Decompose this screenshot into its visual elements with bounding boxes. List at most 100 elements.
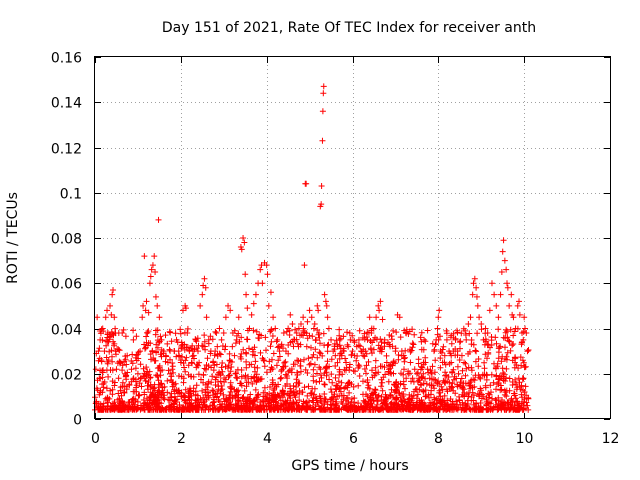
data-point <box>338 352 345 359</box>
data-point <box>175 348 182 355</box>
data-point <box>160 348 167 355</box>
data-point <box>362 348 369 355</box>
data-point <box>109 291 116 298</box>
data-point <box>280 330 287 337</box>
data-point <box>246 325 253 332</box>
data-point <box>96 375 103 382</box>
y-tick-label: 0.14 <box>51 96 82 112</box>
data-point <box>506 302 513 309</box>
data-point <box>473 293 480 300</box>
data-point <box>301 262 308 269</box>
data-point <box>320 83 327 90</box>
data-point <box>141 253 148 260</box>
data-point <box>520 336 527 343</box>
y-axis-label: ROTI / TECUs <box>5 192 21 284</box>
data-point <box>164 359 171 366</box>
data-point <box>334 343 341 350</box>
data-point <box>328 336 335 343</box>
data-point <box>330 348 337 355</box>
x-tick-label: 12 <box>602 431 620 447</box>
data-point <box>225 302 232 309</box>
data-point <box>233 336 240 343</box>
data-point <box>227 307 234 314</box>
data-point <box>461 359 468 366</box>
y-tick-label: 0.12 <box>51 142 82 158</box>
data-point <box>448 359 455 366</box>
data-point <box>313 336 320 343</box>
data-point <box>345 343 352 350</box>
data-point <box>250 300 257 307</box>
data-point <box>199 291 206 298</box>
data-point <box>137 348 144 355</box>
data-point <box>203 314 210 321</box>
data-point <box>186 348 193 355</box>
data-point <box>144 330 151 337</box>
data-point <box>152 293 159 300</box>
data-point <box>428 370 435 377</box>
data-point <box>523 330 530 337</box>
data-point <box>416 375 423 382</box>
x-tick-label: 10 <box>516 431 534 447</box>
data-point <box>259 280 266 287</box>
data-point <box>132 354 139 361</box>
data-point <box>510 314 517 321</box>
data-point <box>274 336 281 343</box>
data-point <box>218 336 225 343</box>
data-point <box>197 302 204 309</box>
data-point <box>146 280 153 287</box>
data-point <box>381 336 388 343</box>
data-point <box>314 302 321 309</box>
data-point <box>94 314 101 321</box>
roti-background-noise <box>92 325 532 413</box>
data-point <box>100 384 107 391</box>
data-point <box>240 235 247 241</box>
data-point <box>184 330 191 337</box>
data-point <box>210 359 217 366</box>
data-point <box>295 325 302 332</box>
data-point <box>516 311 523 318</box>
data-point <box>318 182 325 189</box>
data-point <box>235 314 242 321</box>
data-point <box>95 348 102 355</box>
data-point <box>104 307 111 314</box>
data-point <box>222 314 229 321</box>
x-tick-label: 2 <box>177 431 186 447</box>
data-point <box>265 302 272 309</box>
data-point <box>409 375 416 382</box>
data-point <box>244 305 251 312</box>
data-point <box>336 336 343 343</box>
data-point <box>474 302 481 309</box>
data-point <box>407 359 414 366</box>
data-point <box>126 382 133 389</box>
data-point <box>188 359 195 366</box>
data-point <box>403 375 410 382</box>
data-point <box>316 330 323 337</box>
data-point <box>385 366 392 373</box>
data-point <box>353 343 360 350</box>
y-tick-label: 0.1 <box>60 187 82 203</box>
data-point <box>285 325 292 332</box>
data-point <box>270 314 277 321</box>
data-point <box>92 366 99 373</box>
data-point <box>104 330 111 337</box>
data-point <box>376 307 383 314</box>
y-tick-label: 0.02 <box>51 368 82 384</box>
data-point <box>167 370 174 377</box>
data-point <box>499 248 506 255</box>
y-tick-label: 0 <box>73 413 82 429</box>
data-point <box>263 262 270 269</box>
data-point <box>420 370 427 377</box>
data-point <box>471 275 478 282</box>
data-point <box>182 305 189 312</box>
data-point <box>364 336 371 343</box>
data-point <box>441 352 448 359</box>
data-point <box>435 314 442 321</box>
data-point <box>321 291 328 298</box>
data-point <box>522 325 529 332</box>
data-point <box>107 302 114 309</box>
data-point <box>351 352 358 359</box>
data-point <box>324 314 331 321</box>
data-point <box>195 348 201 355</box>
data-point <box>433 336 440 343</box>
